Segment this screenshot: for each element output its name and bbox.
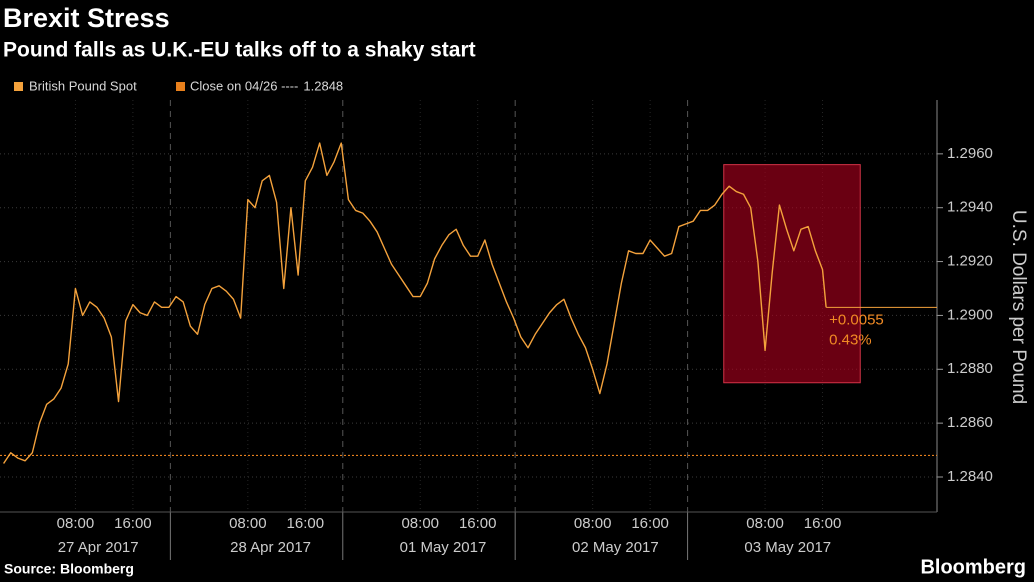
y-axis-label: U.S. Dollars per Pound <box>1008 210 1029 404</box>
annotation: +0.0055 <box>829 311 884 328</box>
source: Source: Bloomberg <box>4 561 134 577</box>
x-tick-label: 08:00 <box>229 515 267 532</box>
chart-title: Brexit Stress <box>3 3 170 33</box>
legend-label: Close on 04/26 ---- <box>190 78 298 93</box>
y-tick-label: 1.2840 <box>947 468 993 485</box>
legend-value: 1.2848 <box>303 78 343 93</box>
y-tick-label: 1.2900 <box>947 306 993 323</box>
day-label: 02 May 2017 <box>572 539 659 556</box>
x-tick-label: 08:00 <box>574 515 612 532</box>
day-label: 28 Apr 2017 <box>230 539 311 556</box>
annotation: 0.43% <box>829 331 872 348</box>
day-label: 01 May 2017 <box>400 539 487 556</box>
y-tick-label: 1.2920 <box>947 253 993 270</box>
y-tick-label: 1.2960 <box>947 145 993 162</box>
y-tick-label: 1.2880 <box>947 360 993 377</box>
x-tick-label: 08:00 <box>746 515 784 532</box>
x-tick-label: 16:00 <box>287 515 325 532</box>
legend-swatch <box>14 82 23 91</box>
y-tick-label: 1.2940 <box>947 199 993 216</box>
highlight-box <box>723 164 861 384</box>
series-line <box>3 142 827 464</box>
y-tick-label: 1.2860 <box>947 414 993 431</box>
x-tick-label: 08:00 <box>401 515 439 532</box>
x-tick-label: 16:00 <box>114 515 152 532</box>
legend-swatch <box>176 82 185 91</box>
x-tick-label: 16:00 <box>804 515 842 532</box>
day-label: 03 May 2017 <box>744 539 831 556</box>
day-label: 27 Apr 2017 <box>58 539 139 556</box>
legend-label: British Pound Spot <box>29 78 137 93</box>
chart-subtitle: Pound falls as U.K.-EU talks off to a sh… <box>3 39 476 62</box>
x-tick-label: 16:00 <box>631 515 669 532</box>
x-tick-label: 16:00 <box>459 515 497 532</box>
x-tick-label: 08:00 <box>57 515 95 532</box>
brand: Bloomberg <box>920 556 1026 578</box>
